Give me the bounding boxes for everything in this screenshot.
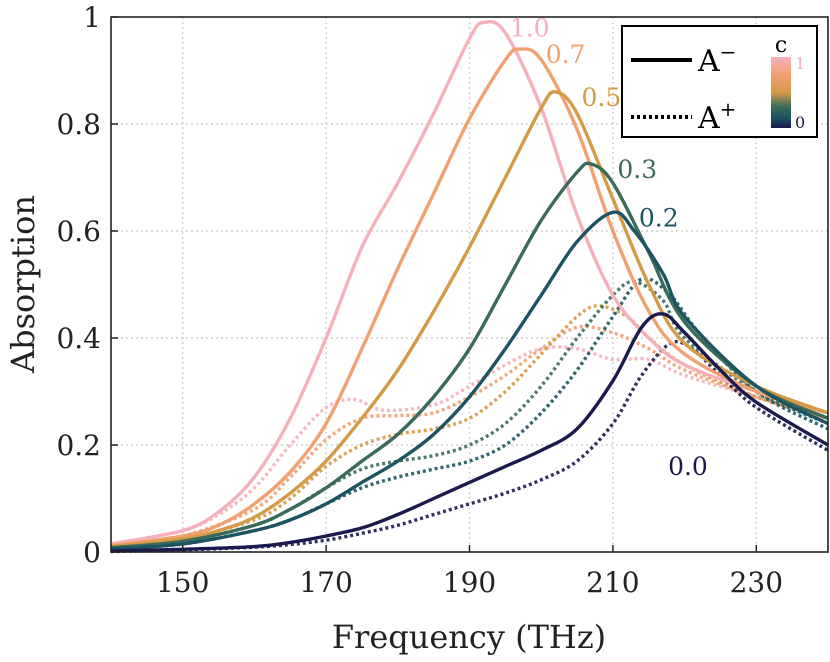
curve-label-c1.0: 1.0 [510, 13, 550, 42]
colorbar-max-label: 1 [795, 54, 805, 73]
legend-label-a-plus: A+ [697, 97, 736, 136]
legend: A− A+ c 1 0 [621, 25, 818, 138]
curve-a-minus-c1.0 [110, 19, 829, 546]
curve-label-c0.0: 0.0 [668, 452, 708, 481]
curve-label-c0.5: 0.5 [582, 83, 622, 112]
curves-group [110, 19, 829, 554]
colorbar [771, 57, 791, 128]
y-tick-label: 0.8 [56, 108, 101, 141]
y-tick-label: 0.4 [56, 322, 101, 355]
curve-a-plus-c0.5 [110, 304, 829, 549]
legend-label-a-minus: A− [697, 40, 736, 79]
legend-a-minus-sup: − [720, 40, 737, 64]
x-tick-label: 230 [730, 566, 783, 599]
curve-label-c0.7: 0.7 [546, 40, 586, 69]
curve-a-minus-c0.7 [110, 47, 829, 548]
colorbar-min-label: 0 [795, 113, 805, 132]
axis-ticks: 150 170 190 210 230 0 0.2 0.4 0.6 0.8 1 [56, 1, 783, 599]
curve-a-minus-c0.2 [110, 210, 829, 551]
legend-a-plus-text: A [697, 101, 720, 136]
y-tick-label: 0.6 [56, 215, 101, 248]
colorbar-title: c [775, 33, 787, 58]
y-tick-label: 1 [83, 1, 101, 34]
x-axis-title: Frequency (THz) [332, 618, 606, 656]
curve-a-minus-c0.5 [110, 90, 829, 549]
y-axis-title: Absorption [4, 195, 42, 374]
y-tick-label: 0.2 [56, 429, 101, 462]
legend-a-plus-sup: + [720, 97, 737, 121]
curve-label-c0.2: 0.2 [639, 203, 679, 232]
curve-label-c0.3: 0.3 [617, 155, 657, 184]
curve-labels: 1.00.7 0.5 0.3 0.2 0.0 [510, 13, 708, 481]
curve-a-plus-c1.0 [110, 345, 829, 546]
legend-a-minus-text: A [697, 44, 720, 79]
curve-a-minus-c0.0 [110, 312, 829, 553]
curve-a-minus-c0.3 [110, 161, 829, 550]
x-tick-label: 150 [156, 566, 209, 599]
x-tick-label: 210 [586, 566, 639, 599]
y-tick-label: 0 [83, 536, 101, 569]
x-tick-label: 170 [299, 566, 352, 599]
x-tick-label: 190 [443, 566, 496, 599]
